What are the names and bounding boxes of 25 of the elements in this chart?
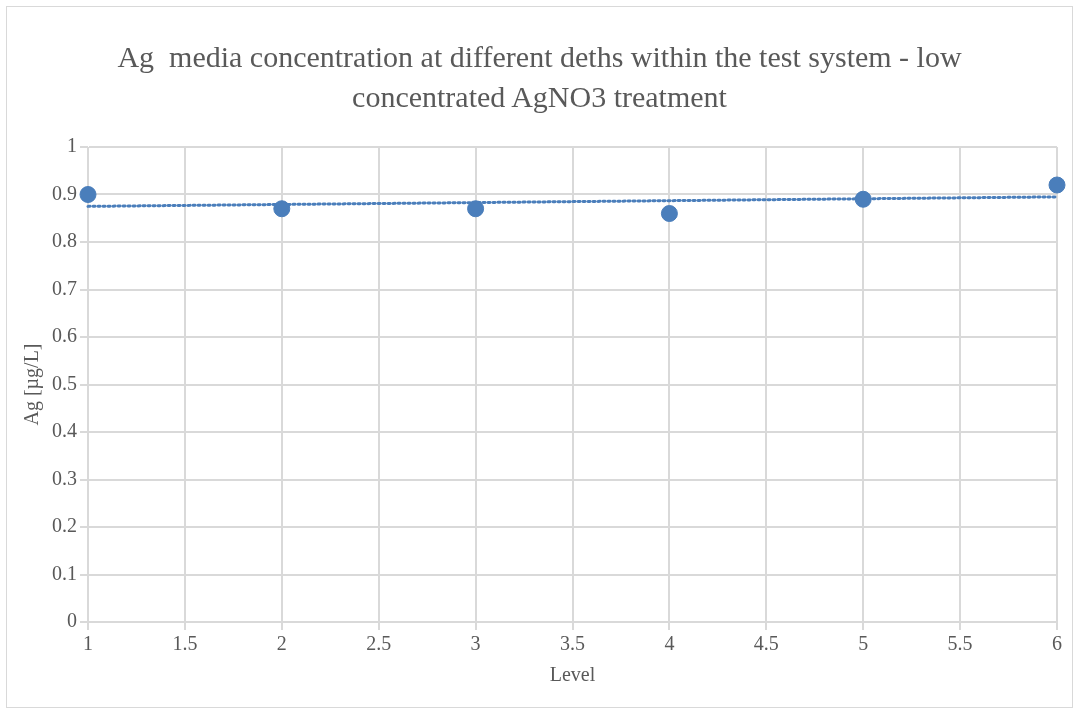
x-tick-label: 2.5 xyxy=(366,632,392,655)
x-tick-label: 5 xyxy=(858,632,869,655)
y-tick-label: 0.5 xyxy=(52,371,77,394)
x-tick-label: 3 xyxy=(470,632,481,655)
y-tick-label: 0.6 xyxy=(52,324,77,347)
y-tick-label: 0.3 xyxy=(52,466,77,489)
x-tick-label: 1 xyxy=(83,632,93,655)
x-tick-label: 6 xyxy=(1052,632,1062,655)
y-tick-label: 0.1 xyxy=(52,561,77,584)
y-tick-label: 1 xyxy=(67,134,77,157)
y-tick-label: 0 xyxy=(67,609,77,632)
x-tick-label: 3.5 xyxy=(560,632,585,655)
y-tick-label: 0.9 xyxy=(52,181,77,204)
x-tick-label: 1.5 xyxy=(172,632,198,655)
y-tick-label: 0.2 xyxy=(52,514,77,537)
x-tick-label: 5.5 xyxy=(947,632,973,655)
y-tick-label: 0.8 xyxy=(52,229,77,252)
x-axis-title: Level xyxy=(549,663,596,686)
x-tick-label: 4 xyxy=(664,632,675,655)
y-tick-label: 0.7 xyxy=(52,276,77,299)
x-tick-label: 4.5 xyxy=(753,632,779,655)
chart-title: Ag media concentration at different deths within the test system - low concentrated AgNO3 treatment xyxy=(116,39,963,115)
y-tick-label: 0.4 xyxy=(52,419,77,442)
y-axis-title: Ag [µg/L] xyxy=(20,343,44,426)
x-tick-label: 2 xyxy=(276,632,287,655)
